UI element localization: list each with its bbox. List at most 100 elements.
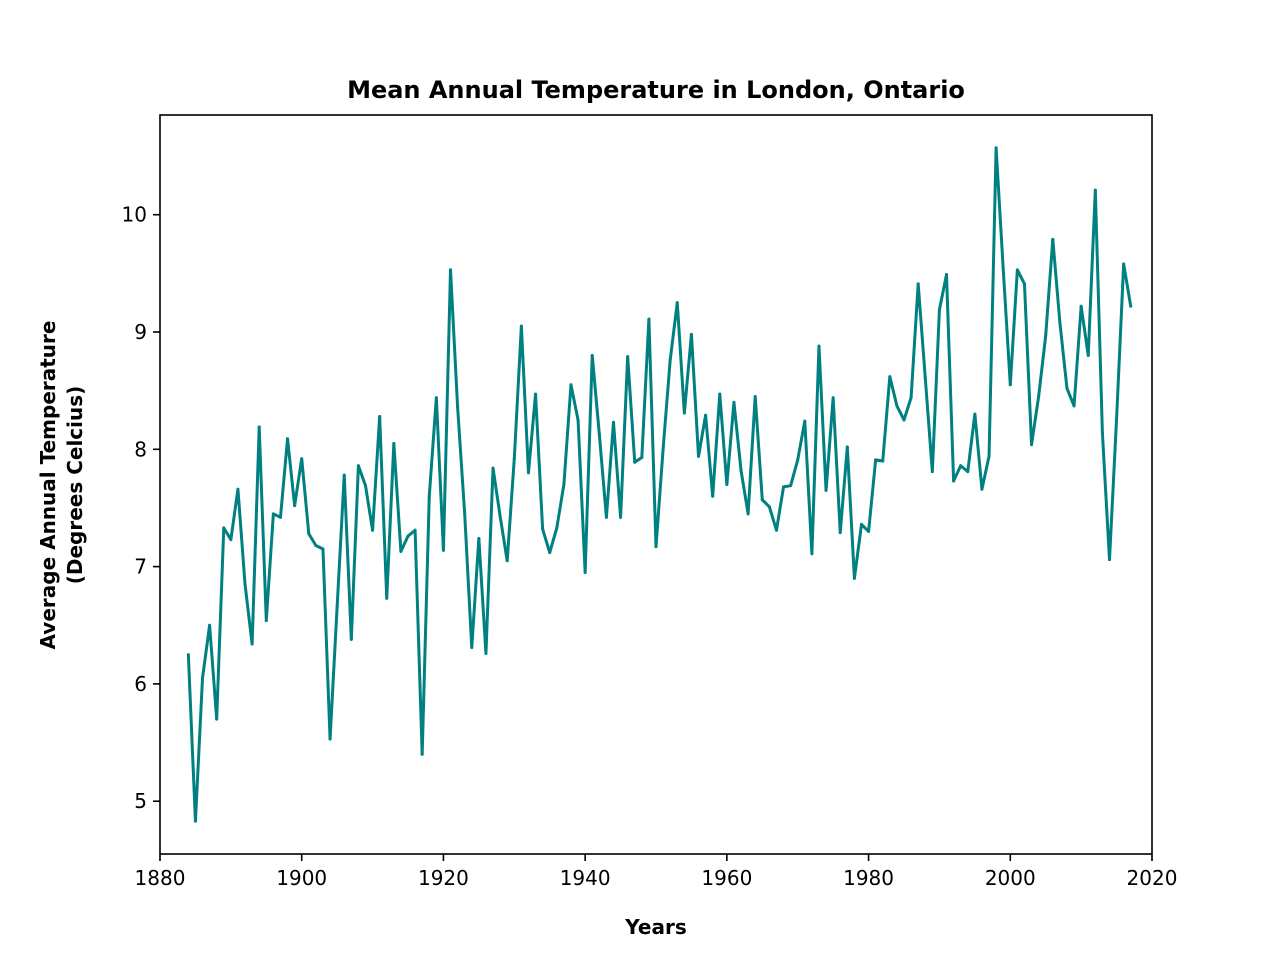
data-point (1086, 353, 1090, 357)
data-point (356, 464, 360, 468)
data-point (973, 412, 977, 416)
data-point (236, 487, 240, 491)
data-point (470, 646, 474, 650)
data-point (307, 532, 311, 536)
x-tick-label: 2020 (1127, 866, 1178, 890)
data-point (186, 653, 190, 657)
data-point (994, 146, 998, 150)
plot-area-frame (159, 114, 1153, 855)
data-point (675, 301, 679, 305)
data-point (441, 548, 445, 552)
data-point (541, 527, 545, 531)
data-point (286, 437, 290, 441)
data-point (569, 383, 573, 387)
data-point (519, 324, 523, 328)
temperature-series-line (186, 146, 1133, 823)
y-tick-label: 5 (134, 789, 147, 813)
data-point (746, 512, 750, 516)
data-point (640, 456, 644, 460)
data-point (484, 651, 488, 655)
x-axis-label: Years (624, 915, 686, 939)
data-point (1037, 395, 1041, 399)
y-axis-label-line-1: Average Annual Temperature (36, 321, 60, 650)
data-point (413, 528, 417, 532)
data-point (385, 596, 389, 600)
y-tick-label: 10 (122, 203, 147, 227)
data-point (427, 494, 431, 498)
data-point (1001, 267, 1005, 271)
data-point (1100, 431, 1104, 435)
data-point (760, 498, 764, 502)
data-point (774, 528, 778, 532)
data-point (229, 538, 233, 542)
data-point (434, 396, 438, 400)
data-point (824, 488, 828, 492)
data-point (767, 505, 771, 509)
data-point (505, 559, 509, 563)
data-point (937, 308, 941, 312)
data-point (718, 392, 722, 396)
data-point (619, 515, 623, 519)
x-tick-label: 1920 (418, 866, 469, 890)
data-point (250, 642, 254, 646)
data-point (909, 396, 913, 400)
data-point (810, 552, 814, 556)
data-point (902, 418, 906, 422)
data-point (987, 454, 991, 458)
data-point (548, 551, 552, 555)
data-point (796, 458, 800, 462)
y-tick-label: 6 (134, 672, 147, 696)
data-point (491, 466, 495, 470)
data-point (314, 544, 318, 547)
y-tick-label: 9 (134, 320, 147, 344)
data-points (186, 146, 1133, 823)
data-point (611, 420, 615, 424)
data-point (583, 570, 587, 574)
data-point (817, 344, 821, 348)
data-point (647, 317, 651, 321)
data-point (1072, 404, 1076, 408)
data-point (895, 404, 899, 408)
data-point (661, 447, 665, 451)
data-point (456, 405, 460, 409)
data-point (689, 332, 693, 336)
data-point (725, 483, 729, 486)
data-point (1051, 237, 1055, 241)
y-axis-ticks: 5 6 7 8 9 10 (122, 203, 160, 813)
data-point (916, 282, 920, 286)
data-point (328, 737, 332, 741)
data-point (845, 445, 849, 449)
data-point (1107, 558, 1111, 562)
data-point (576, 418, 580, 422)
data-point (371, 528, 375, 532)
data-point (378, 414, 382, 418)
data-point (682, 411, 686, 415)
data-point (342, 473, 346, 477)
data-point (739, 468, 743, 472)
x-tick-label: 1940 (560, 866, 611, 890)
data-point (859, 522, 863, 526)
data-point (271, 512, 275, 516)
data-point (512, 457, 516, 461)
data-point (803, 419, 807, 423)
data-point (420, 752, 424, 756)
data-point (852, 576, 856, 580)
data-point (555, 526, 559, 530)
data-point (789, 484, 793, 488)
data-point (498, 514, 502, 518)
data-point (881, 459, 885, 463)
data-point (732, 400, 736, 404)
data-point (222, 526, 226, 530)
chart-title: Mean Annual Temperature in London, Ontar… (347, 76, 965, 104)
data-point (526, 471, 530, 475)
data-point (1065, 386, 1069, 390)
data-point (980, 487, 984, 491)
data-point (449, 268, 453, 272)
data-point (590, 353, 594, 357)
data-point (1015, 268, 1019, 272)
data-point (888, 375, 892, 379)
data-point (952, 479, 956, 483)
y-axis-label-line-2: (Degrees Celcius) (63, 386, 87, 585)
data-point (562, 483, 566, 486)
data-point (399, 549, 403, 553)
